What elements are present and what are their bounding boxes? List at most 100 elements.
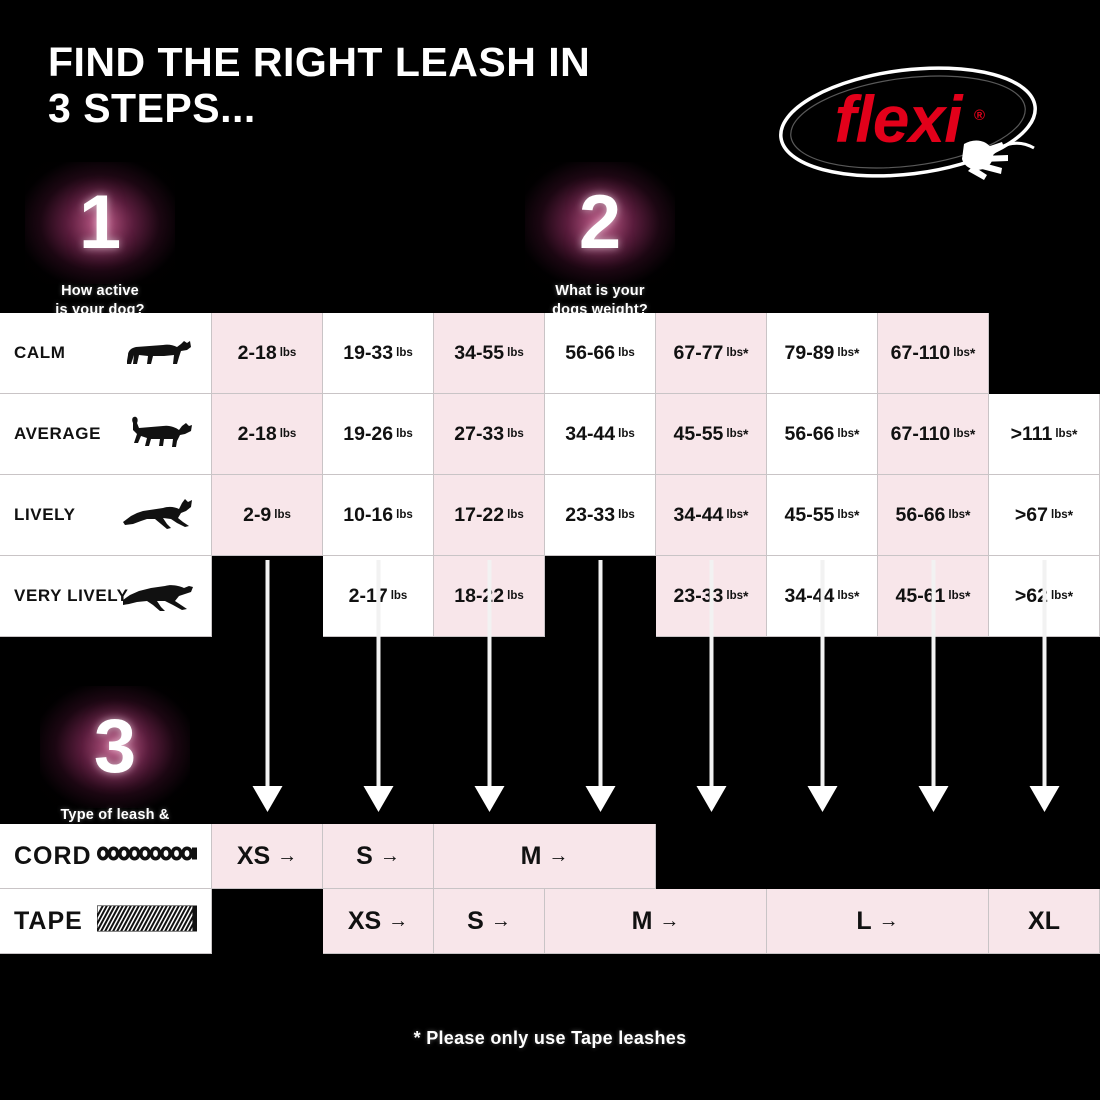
weight-unit: lbs [1055,428,1072,440]
leash-size-cell[interactable]: M → [545,889,767,954]
leash-size-cell[interactable]: S → [323,824,434,889]
dog-standing-icon [119,331,197,375]
weight-value: 67-110 [890,341,951,364]
activity-label-cell: CALM [0,313,212,394]
tape-only-asterisk: * [854,507,860,523]
weight-cell: 19-26 lbs [323,394,434,475]
activity-label: AVERAGE [14,424,102,443]
weight-unit: lbs [274,509,291,521]
activity-label-cell: AVERAGE [0,394,212,475]
weight-cell: 23-33 lbs * [656,556,767,637]
weight-cell: 10-16 lbs [323,475,434,556]
leash-label-cell: CORD [0,824,212,889]
size-arrow-icon: → [277,844,298,867]
matrix-row: CALM 2-18 lbs 19-33 lbs 34-55 lbs 56-66 lbs 67-77… [0,313,1100,394]
weight-value: 23-33 [673,584,724,607]
tape-only-asterisk: * [743,588,749,604]
size-arrow-icon: → [490,909,511,932]
weight-value: 45-55 [673,422,724,445]
tape-only-asterisk: * [743,426,749,442]
activity-label-cell: LIVELY [0,475,212,556]
tape-only-asterisk: * [1067,507,1074,523]
weight-value: 23-33 [565,503,616,526]
size-arrow-icon: → [379,844,400,867]
weight-cell: 67-110 lbs * [878,394,989,475]
leash-size-cell[interactable]: XL [989,889,1100,954]
weight-unit: lbs [726,347,744,359]
weight-value: >62 [1014,584,1048,607]
weight-unit: lbs [279,347,297,359]
activity-weight-matrix: CALM 2-18 lbs 19-33 lbs 34-55 lbs 56-66 lbs 67-77… [0,313,1100,637]
step-3-glow: 3 [40,692,190,802]
leash-size-label: XS [236,841,271,870]
step-2-number: 2 [578,180,622,265]
weight-unit: lbs [726,428,744,440]
flexi-logo: flexi ® [768,62,1048,188]
weight-value: 67-77 [673,341,724,364]
weight-unit: lbs [1051,590,1068,602]
leash-size-label: XL [1028,906,1060,935]
leash-type-table: CORD XS → S → M → TAPE XS → S → M → L → XL [0,824,1100,954]
leash-size-label: XS [347,906,382,935]
size-arrow-icon: → [388,909,409,932]
weight-cell: 34-55 lbs [434,313,545,394]
leash-size-cell[interactable]: XS → [323,889,434,954]
weight-unit: lbs [837,347,855,359]
weight-cell: 56-66 lbs * [767,394,878,475]
weight-cell: 34-44 lbs * [656,475,767,556]
activity-label-cell: VERY LIVELY [0,556,212,637]
activity-label: VERY LIVELY [14,586,129,605]
weight-cell: >111 lbs * [989,394,1100,475]
step-3: 3 Type of leash & recommended min. size [25,692,205,843]
matrix-row: AVERAGE 2-18 lbs 19-26 lbs 27-33 lbs 34-44 lbs 45… [0,394,1100,475]
tape-only-asterisk: * [1067,588,1074,604]
step-2: 2 What is your dogs weight? [525,168,675,319]
weight-cell: 27-33 lbs [434,394,545,475]
tape-only-asterisk: * [854,345,860,361]
column-arrow-head [1029,786,1060,812]
step-1-glow: 1 [25,168,175,278]
weight-cell: 56-66 lbs * [878,475,989,556]
weight-unit: lbs [618,509,635,521]
tape-only-asterisk: * [854,588,860,604]
weight-cell: >62 lbs * [989,556,1100,637]
weight-unit: lbs [953,347,970,359]
leash-row: TAPE XS → S → M → L → XL [0,889,1100,954]
column-arrow-head [585,786,616,812]
weight-unit: lbs [507,347,524,359]
column-arrow-head [918,786,949,812]
weight-value: 2-18 [237,422,277,445]
leash-size-cell[interactable]: XS → [212,824,323,889]
column-arrow-head [363,786,394,812]
weight-cell: 34-44 lbs [545,394,656,475]
weight-cell: 67-110 lbs * [878,313,989,394]
weight-cell-empty [545,556,656,637]
dog-walking-icon [119,412,197,456]
activity-label: CALM [14,343,66,362]
weight-unit: lbs [837,509,855,521]
matrix-row: VERY LIVELY 2-17 lbs 18-22 lbs 23-33 lbs * 34-44… [0,556,1100,637]
tape-only-asterisk: * [743,345,749,361]
leash-size-cell[interactable]: M → [434,824,656,889]
leash-size-cell[interactable]: S → [434,889,545,954]
weight-value: 27-33 [454,422,505,445]
weight-cell: 56-66 lbs [545,313,656,394]
column-arrow-head [696,786,727,812]
weight-cell: 2-18 lbs [212,313,323,394]
weight-cell: >67 lbs * [989,475,1100,556]
weight-unit: lbs [1051,509,1068,521]
tape-only-asterisk: * [854,426,860,442]
weight-value: 56-66 [784,422,835,445]
weight-value: 2-18 [237,341,277,364]
weight-unit: lbs [948,590,966,602]
weight-cell: 34-44 lbs * [767,556,878,637]
leash-row: CORD XS → S → M → [0,824,1100,889]
leash-size-label: S [356,841,373,870]
weight-value: 2-17 [348,584,388,607]
leash-size-cell[interactable]: L → [767,889,989,954]
weight-unit: lbs [837,590,855,602]
weight-cell: 2-18 lbs [212,394,323,475]
tape-only-asterisk: * [1071,426,1078,442]
weight-unit: lbs [396,509,413,521]
